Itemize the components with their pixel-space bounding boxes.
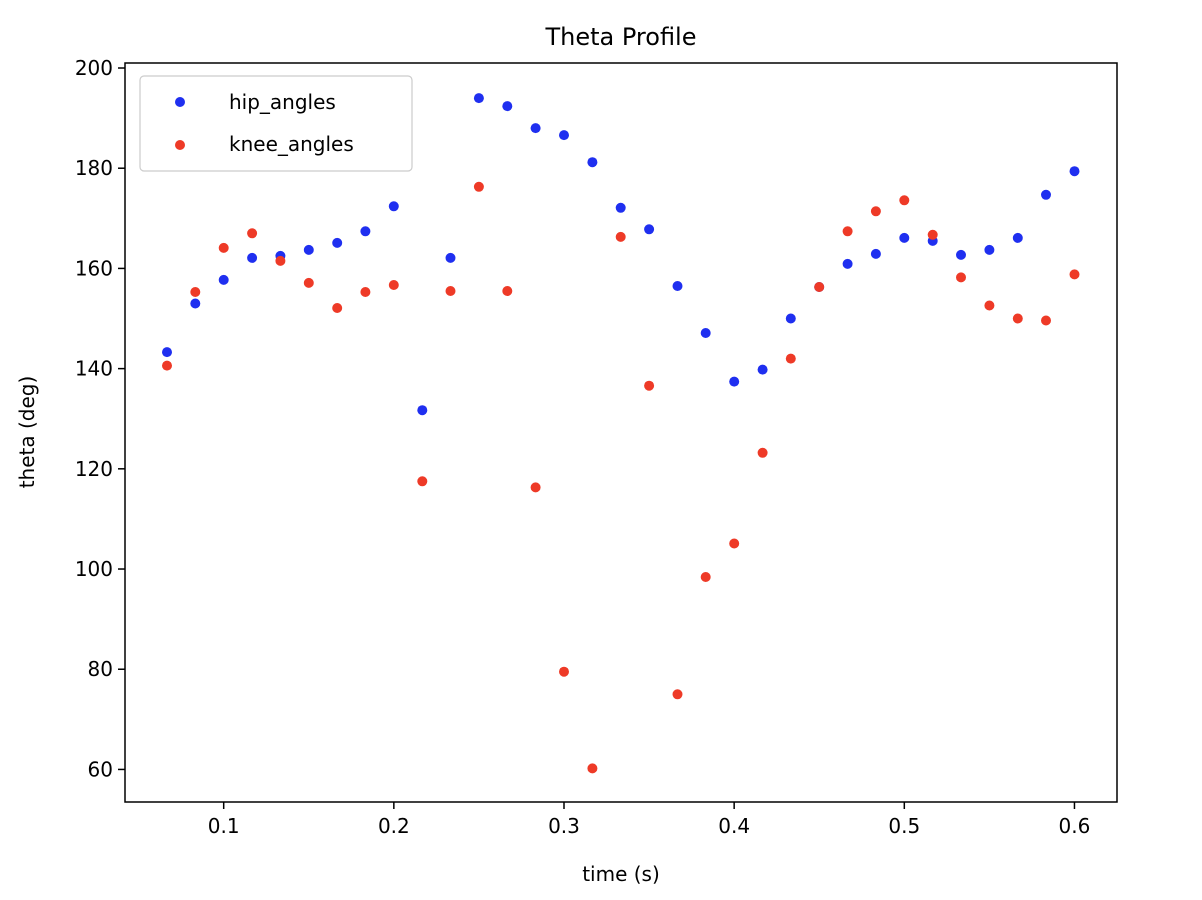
x-tick-label: 0.2	[378, 814, 410, 838]
point-knee-angles-28	[956, 272, 966, 283]
point-knee-angles-17	[644, 380, 655, 391]
point-knee-angles-20	[729, 538, 740, 549]
point-knee-angles-22	[785, 353, 796, 364]
point-knee-angles-25	[870, 206, 881, 217]
point-hip-angles-18	[672, 281, 683, 291]
point-knee-angles-30	[1012, 313, 1023, 324]
point-knee-angles-3	[247, 228, 258, 239]
point-knee-angles-11	[473, 181, 484, 192]
point-hip-angles-21	[757, 364, 768, 375]
point-knee-angles-0	[162, 360, 172, 371]
plot-points	[162, 93, 1080, 774]
plot-area-frame	[124, 62, 1118, 803]
point-hip-angles-2	[218, 274, 229, 285]
point-knee-angles-21	[757, 447, 768, 458]
point-hip-angles-0	[162, 347, 172, 358]
x-tick-label: 0.1	[208, 814, 240, 838]
point-hip-angles-5	[303, 244, 314, 255]
point-hip-angles-10	[445, 252, 456, 263]
legend-label-hip-angles: hip_angles	[229, 90, 336, 114]
point-hip-angles-30	[1012, 232, 1023, 243]
point-hip-angles-26	[899, 232, 910, 243]
point-hip-angles-6	[332, 237, 343, 248]
point-knee-angles-24	[842, 226, 853, 237]
x-tick-label: 0.4	[718, 814, 750, 838]
point-hip-angles-25	[870, 248, 881, 259]
point-knee-angles-18	[672, 689, 683, 700]
x-axis: 0.1 0.2 0.3 0.4 0.5 0.6	[208, 802, 1091, 838]
point-knee-angles-6	[332, 303, 343, 313]
x-tick-label: 0.6	[1059, 814, 1091, 838]
legend-box	[139, 75, 413, 172]
point-hip-angles-20	[729, 376, 740, 387]
y-tick-label: 140	[75, 357, 113, 381]
y-tick-label: 80	[88, 657, 113, 681]
y-axis-label: theta (deg)	[15, 376, 39, 489]
point-knee-angles-14	[559, 666, 569, 677]
point-hip-angles-32	[1069, 166, 1080, 177]
y-axis: 60 80 100 120 140 160 180 200	[75, 56, 125, 781]
point-knee-angles-23	[814, 282, 825, 292]
point-hip-angles-16	[615, 202, 626, 213]
y-tick-label: 180	[75, 156, 113, 180]
point-hip-angles-17	[644, 224, 655, 235]
point-hip-angles-15	[587, 157, 598, 168]
point-knee-angles-4	[275, 255, 286, 266]
point-hip-angles-1	[190, 298, 201, 309]
y-tick-label: 120	[75, 457, 113, 481]
point-hip-angles-31	[1041, 189, 1051, 200]
chart-title: Theta Profile	[544, 23, 696, 51]
point-knee-angles-2	[218, 242, 229, 253]
point-knee-angles-12	[502, 286, 513, 296]
y-tick-label: 60	[88, 757, 113, 781]
point-knee-angles-5	[303, 277, 314, 288]
point-knee-angles-32	[1069, 269, 1080, 280]
point-knee-angles-1	[190, 287, 201, 297]
point-hip-angles-11	[473, 93, 484, 104]
point-hip-angles-13	[530, 123, 541, 134]
x-tick-label: 0.3	[548, 814, 580, 838]
point-knee-angles-15	[587, 763, 598, 774]
point-hip-angles-9	[417, 405, 428, 416]
x-axis-label: time (s)	[582, 862, 660, 886]
point-knee-angles-7	[360, 287, 371, 297]
point-knee-angles-27	[927, 229, 938, 240]
point-hip-angles-28	[956, 249, 966, 260]
y-tick-label: 200	[75, 56, 113, 80]
point-hip-angles-24	[842, 258, 853, 269]
point-hip-angles-7	[360, 226, 371, 237]
point-knee-angles-31	[1041, 315, 1051, 326]
point-knee-angles-29	[984, 300, 995, 311]
y-tick-label: 160	[75, 256, 113, 280]
legend-label-knee-angles: knee_angles	[229, 132, 354, 156]
legend-marker-hip-angles	[175, 97, 185, 107]
point-hip-angles-3	[247, 252, 258, 263]
point-hip-angles-22	[785, 313, 796, 324]
point-knee-angles-9	[417, 476, 428, 487]
point-hip-angles-12	[502, 101, 513, 112]
legend-marker-knee-angles	[175, 140, 185, 150]
point-hip-angles-19	[700, 328, 711, 338]
point-knee-angles-8	[388, 280, 399, 290]
x-tick-label: 0.5	[888, 814, 920, 838]
legend: hip_angles knee_angles	[139, 75, 413, 172]
y-tick-label: 100	[75, 557, 113, 581]
point-hip-angles-8	[388, 201, 399, 212]
point-knee-angles-13	[530, 482, 541, 493]
point-knee-angles-26	[899, 195, 910, 206]
point-knee-angles-10	[445, 286, 456, 296]
point-hip-angles-29	[984, 244, 995, 255]
point-hip-angles-14	[559, 130, 569, 141]
point-knee-angles-16	[615, 231, 626, 242]
point-knee-angles-19	[700, 572, 711, 582]
